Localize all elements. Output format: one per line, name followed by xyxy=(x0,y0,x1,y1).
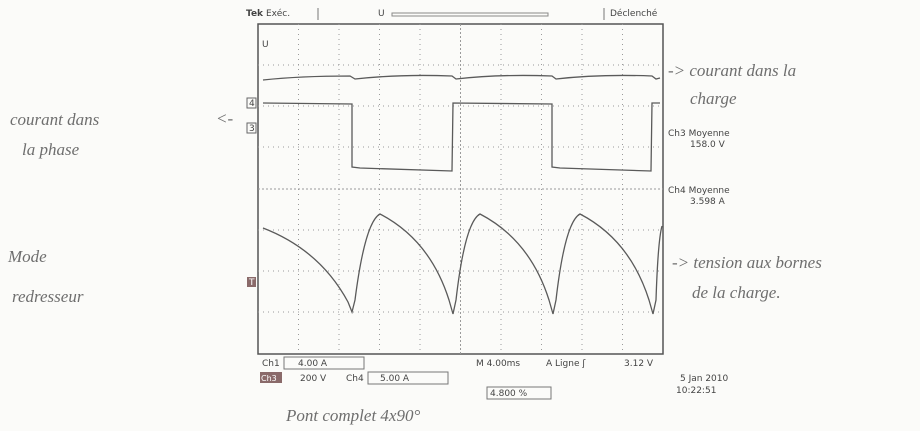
time: 10:22:51 xyxy=(676,386,716,396)
trigger-state: Déclenché xyxy=(610,8,658,19)
readout-label: Ch4 Moyenne xyxy=(668,186,730,196)
position: 4.800 % xyxy=(490,389,528,399)
timebase: M 4.00ms xyxy=(476,359,520,369)
note: courant dans xyxy=(10,110,100,129)
level-marker: T xyxy=(248,278,255,288)
note: -> courant dans la xyxy=(668,61,796,80)
note: charge xyxy=(690,89,737,108)
ch4-label: Ch4 xyxy=(346,374,364,384)
caption: Pont complet 4x90° xyxy=(285,406,420,425)
ch1-scale: 4.00 A xyxy=(298,359,328,369)
readout-value: 3.598 A xyxy=(690,197,726,207)
trigger-marker: U xyxy=(262,40,269,50)
ch3-scale: 200 V xyxy=(300,374,327,384)
note: Mode xyxy=(7,247,47,266)
readout-value: 158.0 V xyxy=(690,140,726,150)
ch3-marker: 3 xyxy=(249,124,255,134)
ch1-label: Ch1 xyxy=(262,359,280,369)
ch4-scale: 5.00 A xyxy=(380,374,410,384)
trigger-level: 3.12 V xyxy=(624,359,654,369)
ch3-label: Ch3 xyxy=(261,374,277,383)
note: -> tension aux bornes xyxy=(672,253,822,272)
note-arrow: <- xyxy=(216,109,233,128)
scan: Tek Exéc. U Déclenché U 4 3 T Ch3 Moyenn… xyxy=(0,0,920,431)
note: redresseur xyxy=(12,287,84,306)
date: 5 Jan 2010 xyxy=(680,374,728,384)
status: Exéc. xyxy=(266,8,290,19)
readout-label: Ch3 Moyenne xyxy=(668,129,730,139)
ch4-marker: 4 xyxy=(249,99,255,109)
note: de la charge. xyxy=(692,283,781,302)
trigger-marker-top: U xyxy=(378,9,385,19)
trigger-source: A Ligne ʃ xyxy=(546,359,586,369)
note: la phase xyxy=(22,140,80,159)
brand: Tek xyxy=(246,9,264,19)
